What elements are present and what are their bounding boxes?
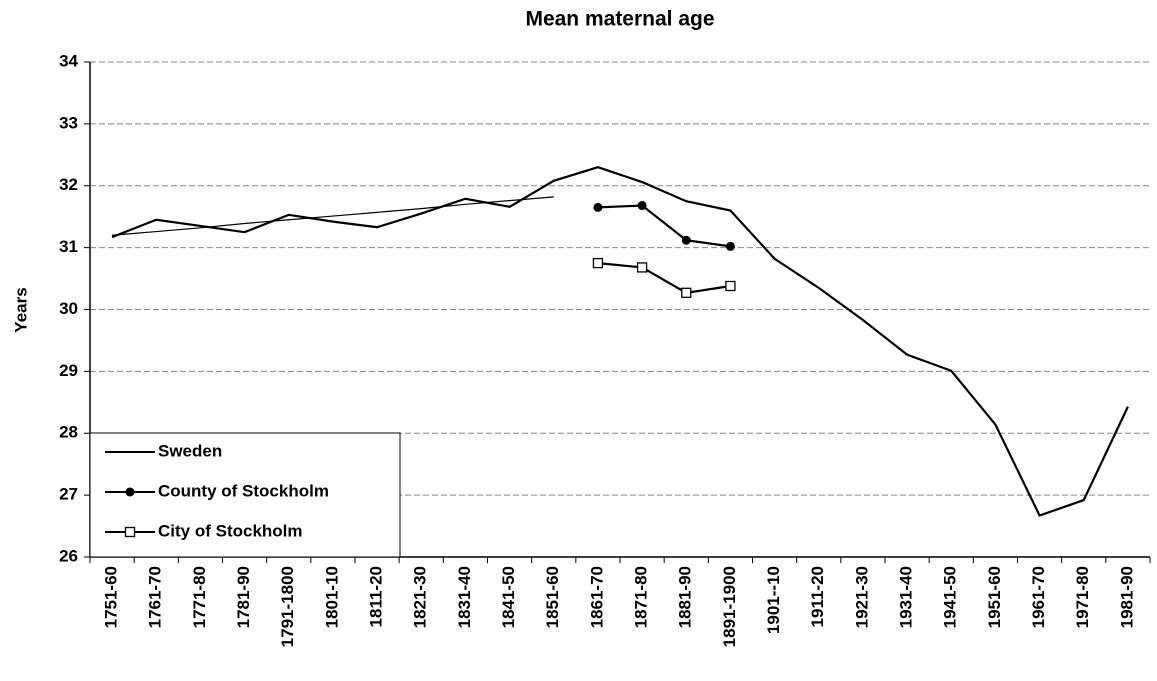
x-tick-label: 1831-40	[455, 566, 474, 628]
x-tick-label: 1751-60	[102, 566, 121, 628]
x-tick-label: 1881-90	[676, 566, 695, 628]
y-tick-label: 33	[59, 113, 78, 132]
x-tick-label: 1861-70	[587, 566, 606, 628]
marker	[124, 526, 136, 538]
x-tick-label: 1771-80	[190, 566, 209, 628]
marker	[681, 235, 691, 245]
legend: Sweden County of Stockholm City of Stockho…	[89, 432, 401, 558]
x-tick-label: 1961-70	[1029, 566, 1048, 628]
x-tick-label: 1841-50	[499, 566, 518, 628]
marker	[725, 280, 736, 292]
y-tick-label: 32	[59, 175, 78, 194]
x-tick-label: 1911-20	[808, 566, 827, 627]
series	[593, 201, 735, 251]
y-tick-label: 26	[59, 546, 78, 565]
x-tick-label: 1811-20	[367, 566, 386, 627]
y-tick-label: 28	[59, 423, 78, 442]
marker	[592, 257, 604, 269]
legend-label: County of Stockholm	[158, 481, 329, 500]
series-line	[111, 166, 1129, 517]
x-tick-label: 1891-1900	[720, 566, 739, 647]
legend-label: Sweden	[158, 441, 222, 460]
legend-label: City of Stockholm	[158, 521, 303, 540]
x-tick-label: 1761-70	[146, 566, 165, 628]
series-line	[597, 204, 731, 248]
series-line	[112, 196, 554, 236]
y-tick-label: 30	[59, 299, 78, 318]
series	[592, 257, 736, 298]
series	[112, 196, 554, 236]
marker	[725, 241, 735, 251]
marker	[637, 201, 647, 211]
y-axis-label: Years	[11, 287, 30, 332]
marker	[681, 287, 692, 298]
x-tick-label: 1981-90	[1117, 566, 1136, 628]
chart-title: Mean maternal age	[525, 8, 714, 31]
x-tick-label: 1951-60	[985, 566, 1004, 628]
legend-box	[89, 432, 401, 558]
y-tick-label: 29	[59, 361, 78, 380]
x-tick-label: 1941-50	[941, 566, 960, 628]
x-tick-label: 1781-90	[234, 566, 253, 628]
x-tick-label: 1871-80	[632, 566, 651, 628]
x-tick-label: 1801-10	[322, 566, 341, 628]
marker	[125, 487, 135, 497]
x-tick-label: 1821-30	[411, 566, 430, 628]
x-tick-label: 1791-1800	[278, 566, 297, 647]
series-line	[597, 261, 731, 294]
marker	[636, 262, 648, 273]
x-tick-label: 1851-60	[543, 566, 562, 628]
y-tick-label: 34	[59, 51, 78, 70]
marker	[593, 202, 603, 212]
series	[111, 166, 1129, 517]
y-tick-label: 27	[59, 485, 78, 504]
x-tick-label: 1931-40	[897, 566, 916, 628]
x-tick-label: 1971-80	[1073, 566, 1092, 628]
y-tick-label: 31	[59, 237, 78, 256]
x-tick-label: 1921-30	[852, 566, 871, 628]
x-tick-label: 1901--10	[764, 566, 783, 634]
